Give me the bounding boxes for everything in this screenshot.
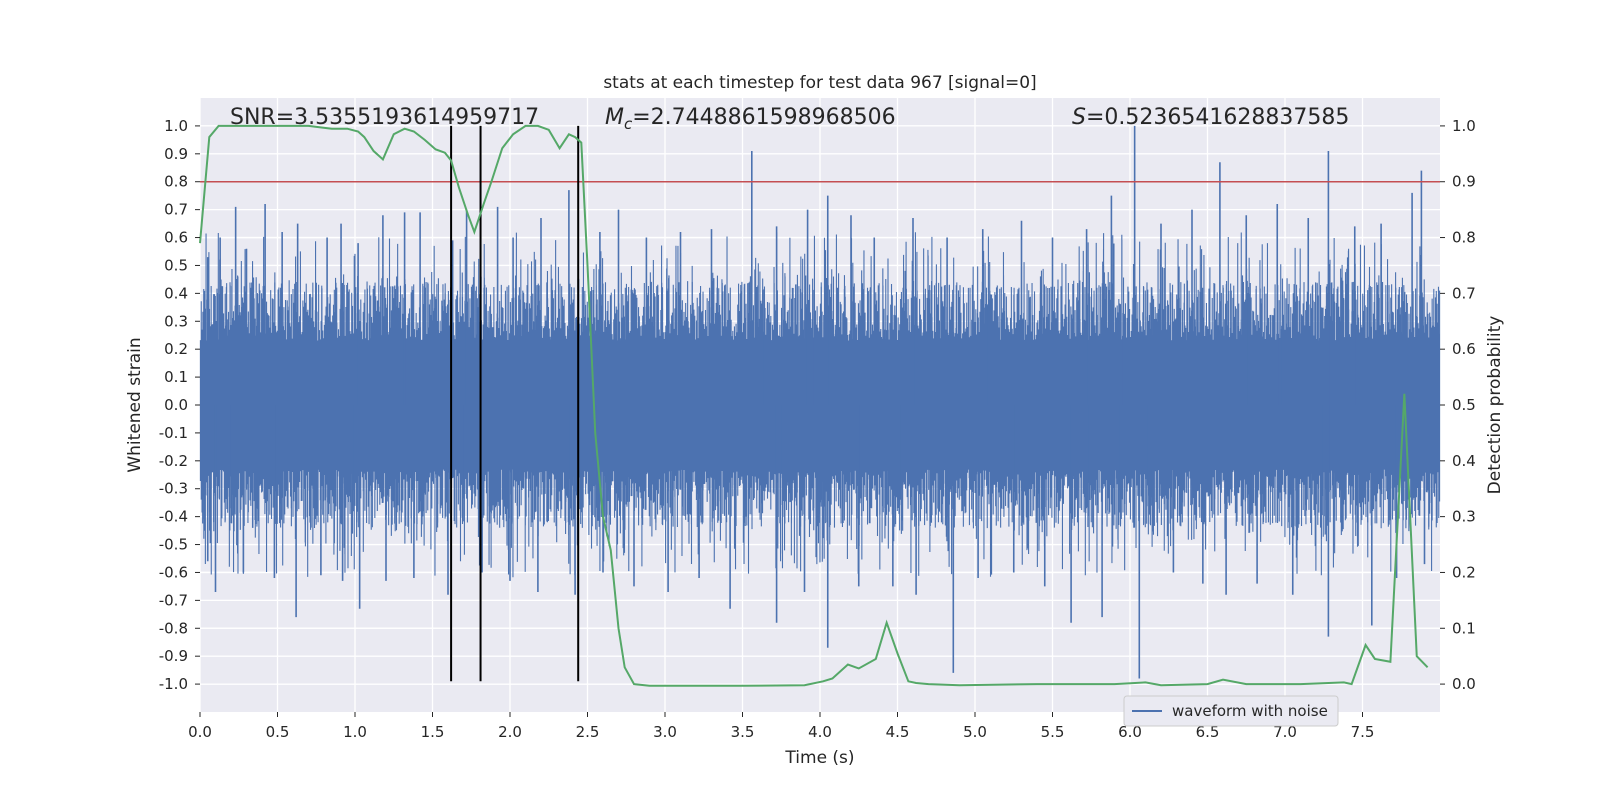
chirp-mass-value: =2.7448861598968506 xyxy=(632,105,895,130)
y-tick-label-left: 0.9 xyxy=(164,145,188,163)
waveform-series xyxy=(199,125,1441,679)
x-tick-label: 1.5 xyxy=(421,723,445,741)
x-tick-label: 5.5 xyxy=(1041,723,1065,741)
y-tick-label-left: -0.6 xyxy=(159,563,188,581)
y-tick-label-left: -0.7 xyxy=(159,591,188,609)
y-tick-label-right: 0.7 xyxy=(1452,284,1476,302)
x-tick-label: 7.5 xyxy=(1351,723,1375,741)
x-tick-label: 2.5 xyxy=(576,723,600,741)
y-tick-label-left: -0.4 xyxy=(159,508,188,526)
y-tick-label-left: 0.0 xyxy=(164,396,188,414)
x-tick-label: 4.5 xyxy=(886,723,910,741)
y-tick-label-left: -0.2 xyxy=(159,452,188,470)
x-tick-label: 6.5 xyxy=(1196,723,1220,741)
chirp-mass-annotation: Mc=2.7448861598968506 xyxy=(605,105,896,133)
detection-probability-line xyxy=(199,124,1429,687)
x-tick-label: 3.5 xyxy=(731,723,755,741)
y-tick-label-right: 0.9 xyxy=(1452,173,1476,191)
ticks: 0.0 0.5 1.0 1.5 2.0 2.5 3.0 3.5 4.0 4.5 5.0 5.5 6.0 6… xyxy=(159,117,1476,741)
y-tick-label-left: -0.9 xyxy=(159,647,188,665)
y-tick-label-left: -0.8 xyxy=(159,619,188,637)
x-tick-label: 7.0 xyxy=(1273,723,1297,741)
legend-label-waveform: waveform with noise xyxy=(1172,702,1328,720)
y-tick-label-right: 1.0 xyxy=(1452,117,1476,135)
x-tick-label: 0.5 xyxy=(266,723,290,741)
y-tick-label-left: 0.7 xyxy=(164,201,188,219)
vertical-markers xyxy=(450,125,580,682)
legend: waveform with noise xyxy=(1123,695,1339,727)
y-tick-label-right: 0.3 xyxy=(1452,508,1476,526)
y-tick-label-left: 0.2 xyxy=(164,340,188,358)
y-tick-label-left: 0.5 xyxy=(164,256,188,274)
chart-title: stats at each timestep for test data 967… xyxy=(603,73,1036,93)
y-axis-label-right: Detection probability xyxy=(1485,316,1505,495)
x-tick-label: 6.0 xyxy=(1118,723,1142,741)
x-tick-label: 5.0 xyxy=(963,723,987,741)
y-axis-label-left: Whitened strain xyxy=(125,337,145,472)
legend-box xyxy=(1123,695,1339,727)
y-tick-label-left: -0.3 xyxy=(159,480,188,498)
y-tick-label-left: 0.3 xyxy=(164,312,188,330)
y-tick-label-right: 0.4 xyxy=(1452,452,1476,470)
chirp-mass-subscript: c xyxy=(624,115,633,133)
y-tick-label-right: 0.0 xyxy=(1452,675,1476,693)
y-tick-label-right: 0.6 xyxy=(1452,340,1476,358)
y-tick-label-right: 0.8 xyxy=(1452,229,1476,247)
s-symbol: S xyxy=(1072,105,1086,130)
s-annotation: S=0.5236541628837585 xyxy=(1072,105,1349,130)
snr-annotation: SNR=3.5355193614959717 xyxy=(230,105,539,130)
y-tick-label-left: -0.5 xyxy=(159,536,188,554)
y-tick-label-left: 1.0 xyxy=(164,117,188,135)
x-tick-label: 3.0 xyxy=(653,723,677,741)
x-axis-label: Time (s) xyxy=(784,748,854,768)
y-tick-label-left: 0.8 xyxy=(164,173,188,191)
x-tick-label: 2.0 xyxy=(498,723,522,741)
s-value: =0.5236541628837585 xyxy=(1086,105,1349,130)
x-tick-label: 4.0 xyxy=(808,723,832,741)
y-tick-label-right: 0.5 xyxy=(1452,396,1476,414)
y-tick-label-left: -0.1 xyxy=(159,424,188,442)
x-tick-label: 1.0 xyxy=(343,723,367,741)
y-tick-label-left: 0.1 xyxy=(164,368,188,386)
y-tick-label-right: 0.1 xyxy=(1452,619,1476,637)
y-tick-label-left: -1.0 xyxy=(159,675,188,693)
y-tick-label-left: 0.4 xyxy=(164,284,188,302)
y-tick-label-right: 0.2 xyxy=(1452,563,1476,581)
y-tick-label-left: 0.6 xyxy=(164,229,188,247)
x-tick-label: 0.0 xyxy=(188,723,212,741)
chirp-mass-symbol: M xyxy=(605,105,624,130)
